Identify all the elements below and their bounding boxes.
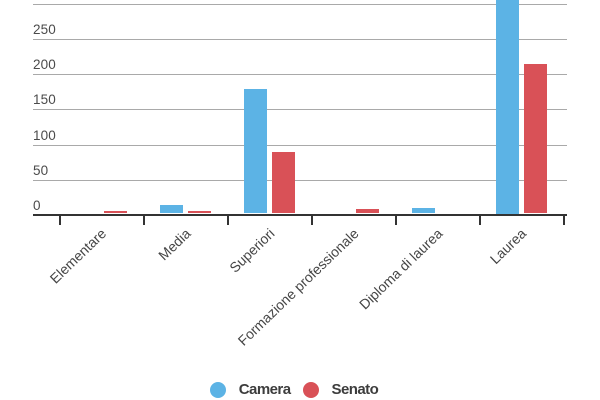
legend-label-senato: Senato — [331, 381, 379, 398]
x-axis-tick — [310, 215, 313, 225]
x-axis-line — [33, 213, 567, 216]
x-axis-label-text: Laurea — [487, 224, 530, 267]
bar-camera-laurea[interactable] — [495, 0, 520, 214]
x-axis-tick — [478, 215, 481, 225]
x-axis-tick — [562, 215, 565, 225]
bar-senato-elementare[interactable] — [103, 211, 128, 214]
bar-senato-formazione-professionale[interactable] — [355, 209, 380, 214]
y-axis-label-250: 250 — [33, 21, 56, 37]
x-axis-label-elementare: Elementare — [0, 223, 110, 286]
legend-dot-camera — [209, 381, 226, 398]
gridline-50 — [33, 179, 567, 181]
x-axis-tick — [226, 215, 229, 225]
x-axis-tick — [394, 215, 397, 225]
bar-camera-diploma-di-laurea[interactable] — [411, 207, 436, 214]
x-axis-tick — [58, 215, 61, 225]
legend: Camera Senato — [0, 381, 588, 398]
x-axis-label-text: Diploma di laurea — [356, 224, 446, 313]
legend-item-senato[interactable]: Senato — [302, 381, 379, 398]
legend-item-camera[interactable]: Camera — [209, 381, 291, 398]
x-axis-label-text: Elementare — [46, 224, 110, 287]
gridline-150 — [33, 109, 567, 111]
bar-senato-media[interactable] — [187, 210, 212, 214]
x-axis-label-superiori: Superiori — [0, 223, 277, 275]
x-axis-label-diploma-di-laurea: Diploma di laurea — [0, 223, 445, 312]
y-axis-label-0: 0 — [33, 198, 41, 214]
gridline-250 — [33, 38, 567, 40]
gridline-100 — [33, 144, 567, 146]
bar-senato-laurea[interactable] — [523, 64, 548, 214]
x-axis-label-text: Superiori — [226, 224, 278, 276]
bar-camera-superiori[interactable] — [243, 88, 268, 214]
y-axis-label-150: 150 — [33, 92, 56, 108]
y-axis-label-100: 100 — [33, 127, 56, 143]
y-axis-label-50: 50 — [33, 162, 49, 178]
x-axis-tick — [142, 215, 145, 225]
legend-label-camera: Camera — [238, 381, 291, 398]
bar-camera-media[interactable] — [159, 205, 184, 214]
gridline-300 — [33, 3, 567, 5]
y-axis-label-200: 200 — [33, 57, 56, 73]
bar-senato-superiori[interactable] — [271, 151, 296, 214]
x-axis-label-text: Media — [154, 224, 194, 263]
legend-dot-senato — [302, 381, 319, 398]
gridline-200 — [33, 74, 567, 75]
